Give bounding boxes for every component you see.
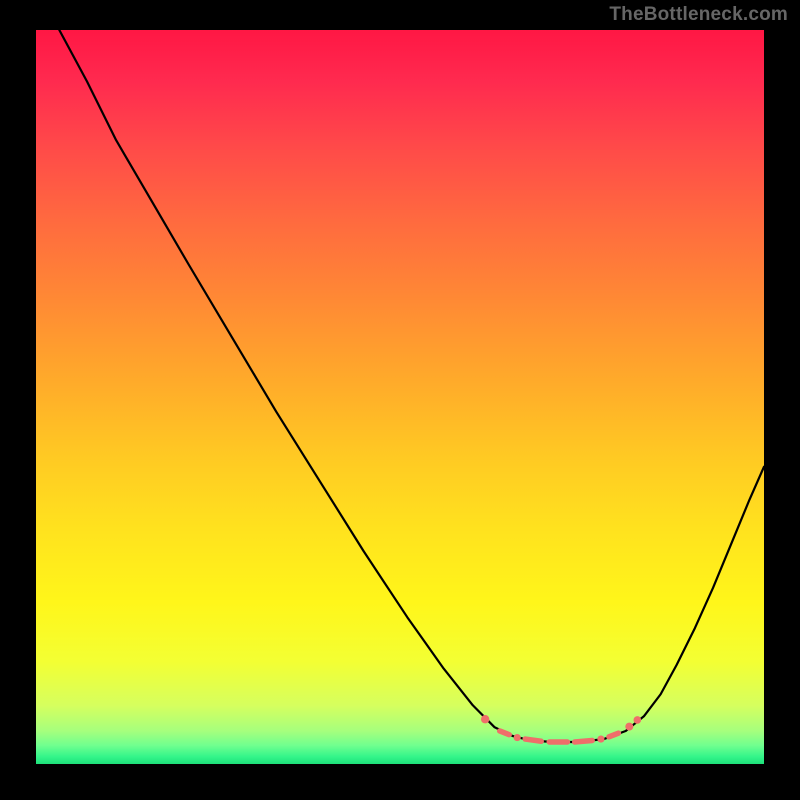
curve-layer xyxy=(36,30,764,764)
chart-frame: TheBottleneck.com xyxy=(0,0,800,800)
plot-area xyxy=(36,30,764,764)
bottleneck-curve xyxy=(59,30,764,742)
bottom-markers xyxy=(481,715,641,743)
watermark-text: TheBottleneck.com xyxy=(609,4,788,26)
